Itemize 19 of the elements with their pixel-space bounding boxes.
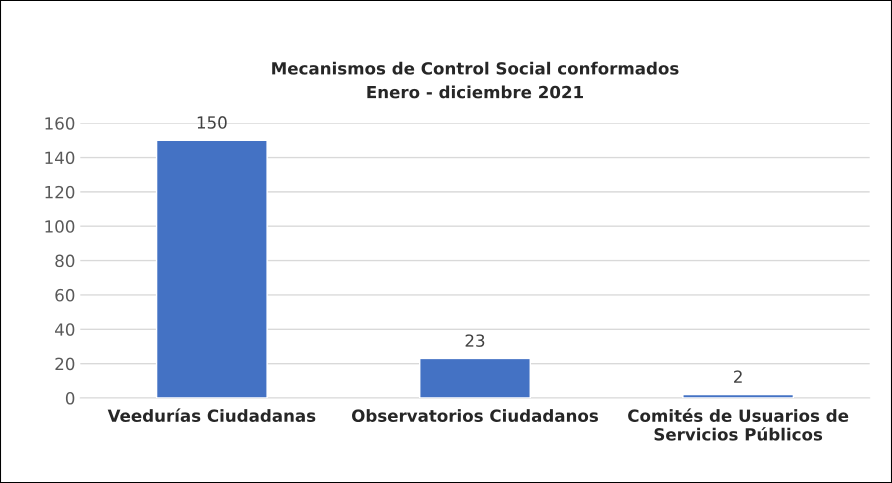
x-tick-label: Veedurías Ciudadanas: [108, 408, 316, 422]
y-tick-label: 120: [45, 186, 74, 198]
data-label: 2: [734, 370, 742, 383]
x-tick-label: Comités de Usuarios de Servicios Públicos: [628, 408, 848, 441]
chart-title: Mecanismos de Control Social conformados Enero - diciembre 2021: [272, 62, 679, 98]
bar: [682, 394, 794, 398]
y-tick-label: 0: [66, 392, 74, 405]
bar: [156, 140, 268, 398]
y-tick-label: 160: [45, 117, 74, 130]
y-tick-label: 20: [55, 358, 74, 370]
y-tick-label: 100: [45, 220, 74, 233]
bar: [419, 358, 531, 398]
y-tick-label: 60: [55, 288, 74, 302]
x-tick-label: Observatorios Ciudadanos: [352, 409, 598, 422]
y-tick-label: 80: [55, 254, 74, 268]
y-tick-label: 140: [45, 151, 74, 164]
data-label: 150: [198, 116, 227, 129]
y-tick-label: 40: [55, 323, 74, 336]
data-label: 23: [466, 334, 484, 347]
